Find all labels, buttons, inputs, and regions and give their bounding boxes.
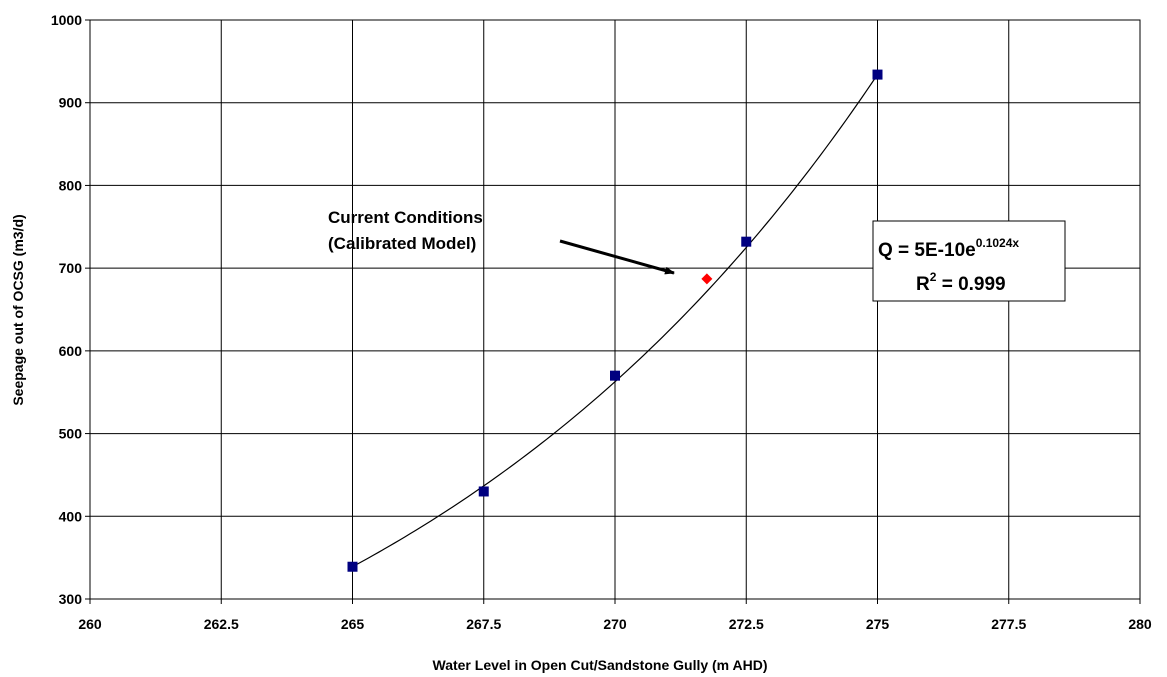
y-axis-title: Seepage out of OCSG (m3/d) bbox=[10, 214, 26, 405]
x-tick-label: 267.5 bbox=[466, 616, 501, 632]
annotation-calibrated-model: (Calibrated Model) bbox=[328, 234, 476, 253]
y-tick-label: 300 bbox=[59, 591, 83, 607]
x-tick-label: 272.5 bbox=[729, 616, 764, 632]
y-tick-label: 500 bbox=[59, 426, 83, 442]
x-tick-label: 265 bbox=[341, 616, 365, 632]
r-squared-text: R2 = 0.999 bbox=[916, 270, 1006, 295]
r-squared-label: R bbox=[916, 274, 930, 295]
grid bbox=[89, 19, 1141, 600]
data-point-square bbox=[872, 69, 883, 80]
y-tick-label: 400 bbox=[59, 508, 83, 524]
x-tick-label: 270 bbox=[603, 616, 627, 632]
exponential-trendline bbox=[352, 74, 878, 568]
y-tick-label: 600 bbox=[59, 343, 83, 359]
x-tick-label: 277.5 bbox=[991, 616, 1026, 632]
equation-text: Q = 5E-10e0.1024x bbox=[878, 236, 1019, 261]
y-tick-label: 700 bbox=[59, 260, 83, 276]
annotation-current-conditions: Current Conditions bbox=[328, 208, 483, 227]
y-axis-ticks: 300 400 500 600 700 800 900 1000 bbox=[51, 12, 90, 607]
r-squared-sup: 2 bbox=[930, 270, 937, 284]
x-axis-ticks: 260 262.5 265 267.5 270 272.5 275 277.5 280 bbox=[78, 599, 1152, 632]
annotation-arrow bbox=[559, 239, 675, 275]
y-tick-label: 1000 bbox=[51, 12, 82, 28]
y-tick-label: 900 bbox=[59, 95, 83, 111]
data-point-square bbox=[610, 370, 620, 381]
x-tick-label: 260 bbox=[78, 616, 102, 632]
equation-box bbox=[872, 220, 1066, 302]
data-point-square bbox=[347, 561, 358, 572]
data-point-square bbox=[741, 236, 752, 247]
equation-main: Q = 5E-10e bbox=[878, 240, 976, 261]
x-tick-label: 275 bbox=[866, 616, 890, 632]
equation-exponent: 0.1024x bbox=[976, 236, 1020, 250]
r-squared-value: = 0.999 bbox=[936, 274, 1005, 295]
data-points bbox=[347, 69, 883, 572]
x-tick-label: 280 bbox=[1128, 616, 1152, 632]
x-axis-title: Water Level in Open Cut/Sandstone Gully … bbox=[433, 657, 768, 673]
y-tick-label: 800 bbox=[59, 177, 83, 193]
data-point-square bbox=[478, 486, 489, 497]
x-tick-label: 262.5 bbox=[204, 616, 239, 632]
data-point-current-conditions bbox=[701, 273, 713, 285]
